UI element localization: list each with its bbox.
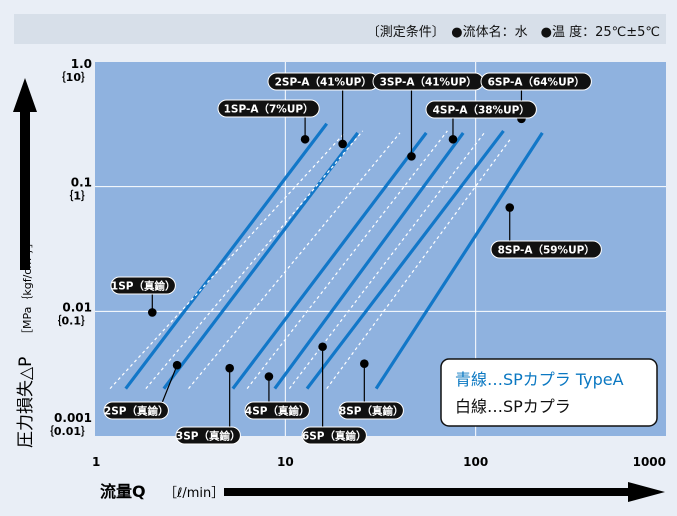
- series-label: 4SP-A（38%UP）: [433, 104, 530, 117]
- series-label-pill: [425, 100, 537, 119]
- y-axis-label: 圧力損失△P: [16, 357, 36, 448]
- series-marker: [147, 308, 157, 317]
- series-label: 6SP（真鍮）: [302, 430, 367, 443]
- series-marker: [505, 203, 515, 212]
- header-band: [14, 14, 666, 44]
- tick-labels: 1 10 100 1000 1.0｛10｝ 0.1｛1｝ 0.01｛0.1｝ 0.001｛0.…: [43, 57, 666, 469]
- series-label-pill: [244, 401, 310, 420]
- x-tick-label: 1000: [633, 455, 666, 469]
- series-marker: [300, 134, 310, 144]
- y-tick-sublabel: ｛0.1｝: [51, 313, 93, 327]
- series-label: 1SP（真鍮）: [111, 280, 176, 293]
- series-line: [124, 122, 329, 390]
- legend: 青線…SPカプラ TypeA 白線…SPカプラ: [440, 358, 658, 427]
- series-label: 2SP-A（41%UP）: [275, 76, 372, 89]
- legend-box: [440, 358, 658, 427]
- legend-entry-white: 白線…SPカプラ: [455, 397, 571, 416]
- y-tick-sublabel: ｛10｝: [55, 70, 92, 84]
- series-marker: [448, 134, 458, 144]
- series-label: 8SP-A（59%UP）: [498, 244, 595, 257]
- series-line: [145, 130, 364, 389]
- series-marker: [264, 372, 274, 381]
- series-marker: [338, 139, 347, 149]
- series-marker: [225, 363, 234, 373]
- label-leader: [161, 364, 178, 403]
- x-tick-label: 1: [92, 455, 100, 469]
- series-label-pill: [301, 426, 367, 445]
- series-label-pill: [175, 426, 241, 445]
- series-label: 4SP（真鍮）: [245, 405, 310, 418]
- series-marker: [172, 360, 182, 370]
- x-tick-label: 10: [277, 455, 294, 469]
- x-tick-label: 100: [463, 455, 488, 469]
- series-label-pill: [338, 401, 404, 420]
- y-tick-sublabel: ｛1｝: [62, 189, 92, 203]
- series-lines: [109, 122, 544, 390]
- series-label-pill: [217, 99, 320, 118]
- series-label-pill: [110, 276, 176, 295]
- series-label-pill: [480, 72, 592, 91]
- series-label: 3SP（真鍮）: [176, 430, 241, 443]
- x-axis-arrow: [224, 482, 665, 502]
- series-label: 1SP-A（7%UP）: [224, 103, 314, 116]
- series-label-pill: [103, 401, 169, 420]
- series-label: 6SP-A（64%UP）: [488, 76, 585, 89]
- series-label: 2SP（真鍮）: [104, 405, 169, 418]
- series-line: [109, 132, 346, 390]
- y-tick-label: 1.0: [71, 57, 92, 71]
- y-tick-label: 0.001: [54, 411, 92, 425]
- series-line: [374, 132, 544, 390]
- series-line: [326, 138, 511, 389]
- series-marker: [407, 152, 416, 161]
- legend-entry-blue: 青線…SPカプラ TypeA: [455, 370, 624, 389]
- x-axis-label: 流量Q: [100, 482, 146, 501]
- series-line: [188, 132, 401, 389]
- series-line: [273, 131, 465, 390]
- y-axis-unit: ［MPa｛kgf/cm²｝］: [21, 237, 34, 340]
- series-marker: [360, 359, 369, 369]
- series-line: [246, 130, 448, 389]
- y-tick-sublabel: ｛0.01｝: [43, 424, 92, 438]
- series-labels: 1SP-A（7%UP） 1SP（真鍮） 2SP-A（41%UP） 2SP（真鍮） 3SP…: [103, 72, 602, 445]
- y-axis-arrow: [13, 78, 37, 270]
- series-label: 8SP（真鍮）: [339, 405, 404, 418]
- series-label: 3SP-A（41%UP）: [380, 76, 477, 89]
- x-axis-unit: ［ℓ/min］: [164, 486, 224, 501]
- series-marker: [318, 342, 327, 352]
- y-tick-label: 0.1: [71, 176, 92, 190]
- series-line: [305, 129, 505, 390]
- y-tick-label: 0.01: [62, 300, 92, 314]
- series-label-pill: [490, 240, 602, 259]
- label-leaders: [151, 90, 523, 427]
- series-line: [231, 131, 428, 390]
- conditions-text: 〔測定条件〕 ●流体名：水 ●温 度：25℃±5℃: [367, 24, 660, 40]
